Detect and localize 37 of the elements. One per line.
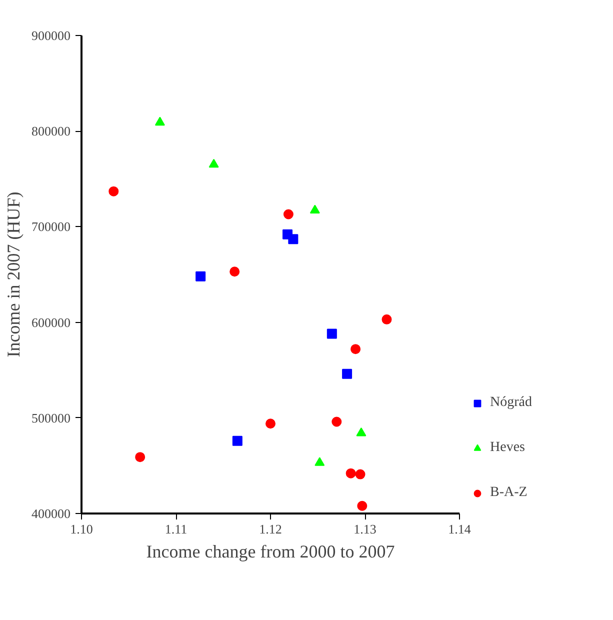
point	[135, 452, 146, 462]
point	[154, 116, 165, 126]
y-tick-label: 600000	[32, 314, 70, 330]
point	[208, 158, 219, 168]
point	[266, 418, 276, 429]
y-tick-label: 400000	[32, 506, 70, 521]
point	[232, 436, 242, 446]
y-tick-label: 800000	[32, 124, 70, 139]
y-tick-label: 500000	[32, 410, 70, 426]
x-tick-label: 1.12	[259, 522, 282, 536]
point	[283, 209, 294, 220]
point	[346, 468, 356, 478]
point	[108, 186, 119, 196]
point	[196, 271, 206, 282]
legend-label: Heves	[490, 440, 525, 456]
point	[357, 500, 368, 511]
point	[342, 368, 352, 379]
point	[326, 328, 337, 339]
x-axis-title: Income change from 2000 to 2007	[146, 542, 395, 562]
x-tick-label: 1.10	[70, 522, 93, 536]
legend-label: Nógrád	[490, 395, 532, 411]
point	[350, 344, 361, 354]
y-tick-label: 700000	[32, 219, 70, 234]
point	[314, 457, 325, 466]
x-tick-label: 1.11	[164, 522, 188, 536]
legend-label: B-A-Z	[490, 485, 528, 501]
point	[355, 469, 366, 480]
point	[288, 234, 298, 244]
point	[356, 428, 366, 436]
y-axis-title: Income in 2007 (HUF)	[4, 192, 24, 358]
point	[332, 416, 342, 427]
point	[382, 314, 392, 324]
point	[310, 204, 320, 214]
x-tick-label: 1.13	[354, 522, 376, 536]
x-tick-label: 1.14	[448, 522, 472, 536]
point	[230, 266, 240, 277]
y-tick-label: 900000	[32, 28, 70, 43]
